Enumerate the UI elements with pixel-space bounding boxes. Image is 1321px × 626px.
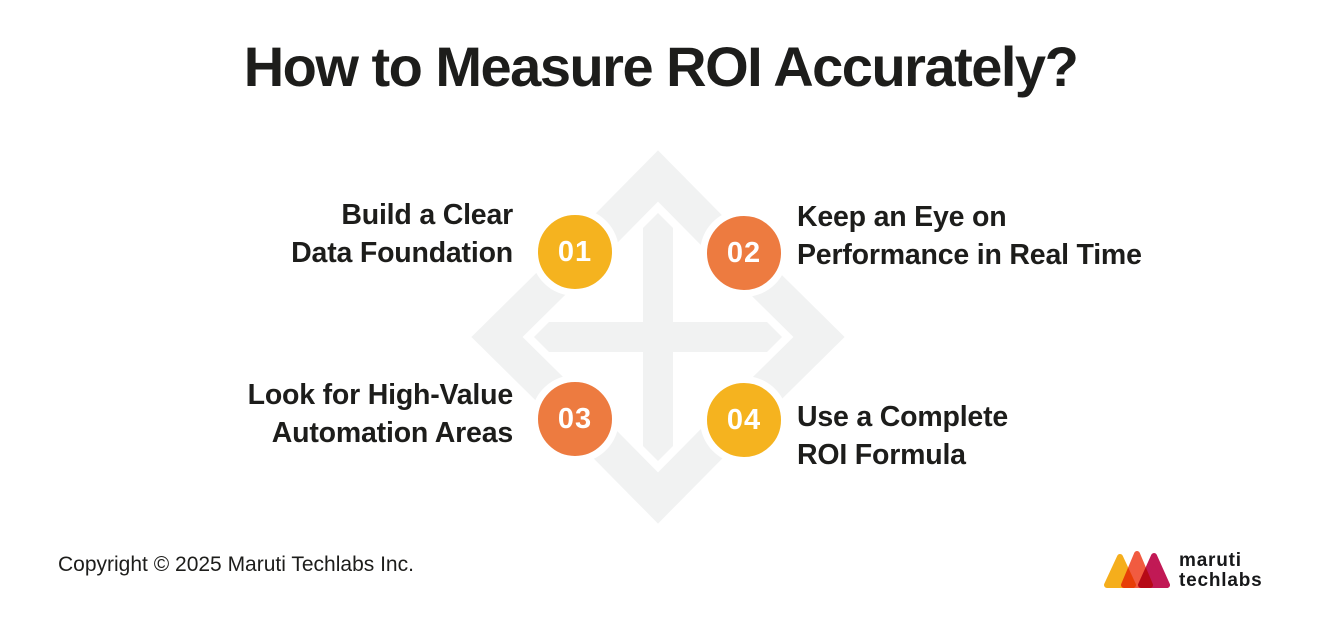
- step-04-label-line1: Use a Complete: [797, 401, 1009, 433]
- step-02-label: Keep an Eye on Performance in Real Time: [797, 199, 1142, 274]
- step-04-label-line2: ROI Formula: [797, 438, 966, 471]
- step-02-label-line1: Keep an Eye on: [797, 201, 1007, 233]
- logo-wordmark-line1: maruti: [1179, 550, 1242, 571]
- step-03-number: 03: [557, 402, 593, 435]
- step-03-label: Look for High-Value Automation Areas: [247, 377, 514, 452]
- step-02-number: 02: [726, 236, 762, 269]
- step-04-number-badge: 04: [700, 376, 788, 464]
- step-02-number-badge: 02: [700, 209, 788, 297]
- move-arrows-watermark-icon: [471, 150, 845, 524]
- brand-logo: maruti techlabs: [1104, 549, 1263, 593]
- step-03-number-badge: 03: [531, 375, 619, 463]
- step-01-label: Build a Clear Data Foundation: [291, 197, 513, 272]
- step-01-number: 01: [557, 235, 593, 268]
- step-01-label-line2: Data Foundation: [291, 236, 513, 269]
- step-03-label-line2: Automation Areas: [271, 416, 513, 449]
- maruti-techlabs-logo-icon: [1104, 551, 1170, 588]
- page-title: How to Measure ROI Accurately?: [243, 35, 1079, 98]
- logo-wordmark-line2: techlabs: [1179, 569, 1263, 591]
- step-04-label: Use a Complete ROI Formula: [797, 399, 1008, 474]
- step-01-label-line1: Build a Clear: [341, 199, 513, 231]
- step-02-label-line2: Performance in Real Time: [797, 238, 1142, 271]
- step-04-number: 04: [726, 403, 762, 436]
- copyright-text: Copyright © 2025 Maruti Techlabs Inc.: [58, 553, 414, 576]
- step-03-label-line1: Look for High-Value: [247, 379, 514, 411]
- step-01-number-badge: 01: [531, 208, 619, 296]
- logo-wordmark: maruti techlabs: [1179, 551, 1263, 590]
